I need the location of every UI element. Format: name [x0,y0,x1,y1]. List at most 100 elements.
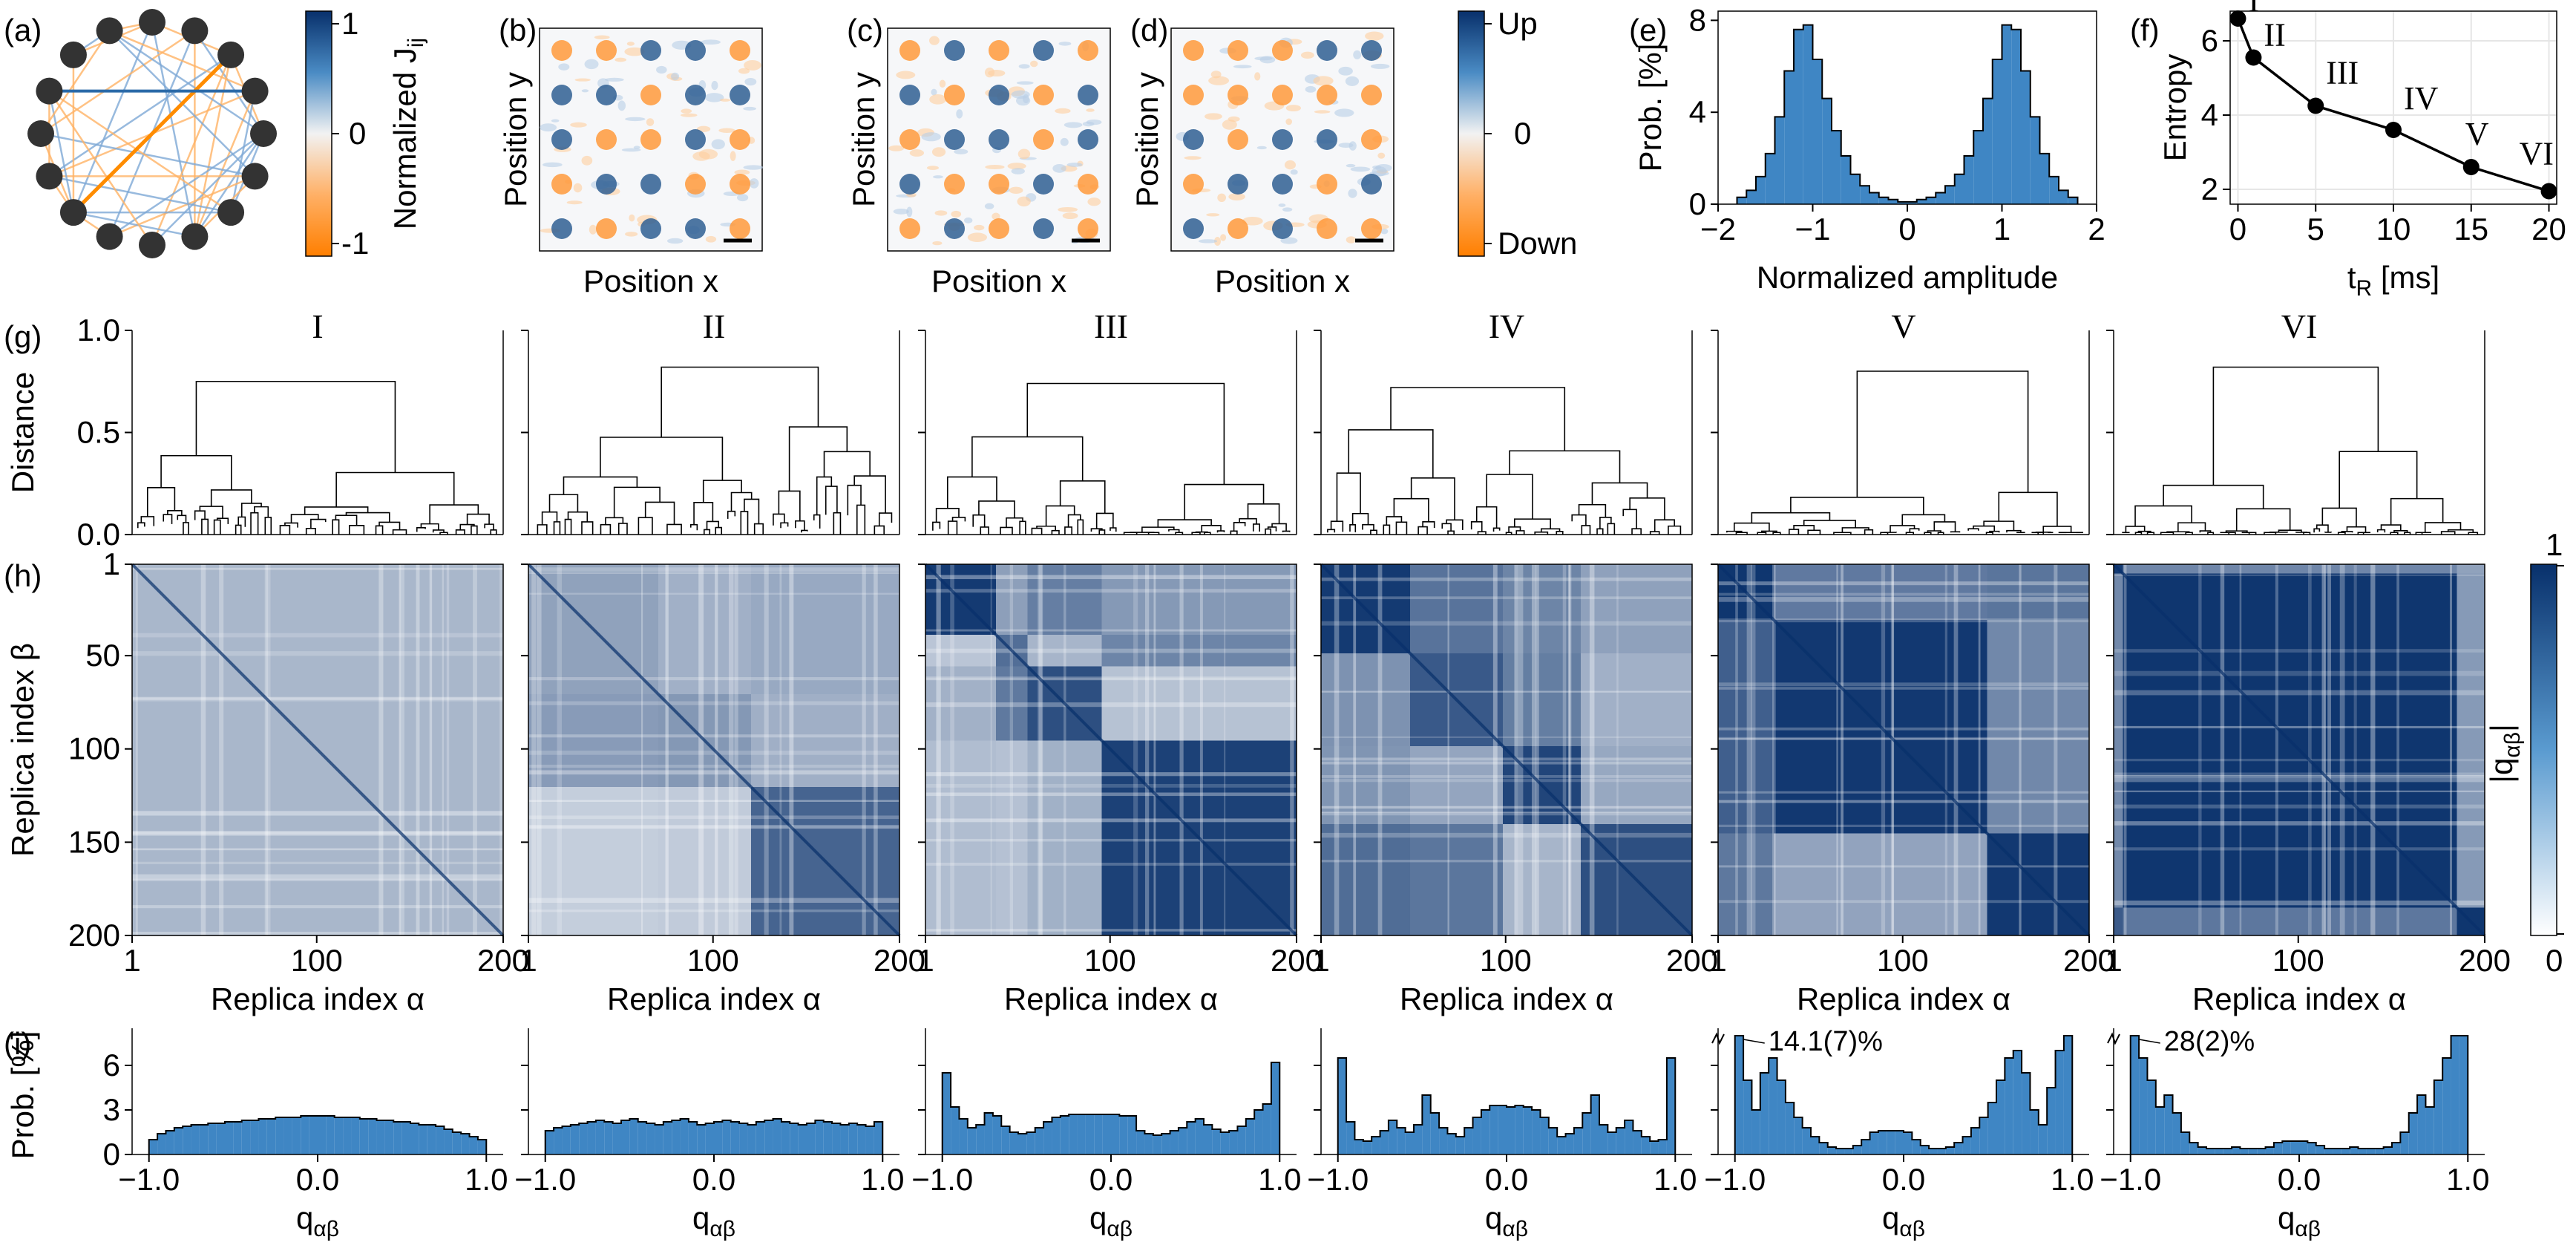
histogram-bar [857,1125,866,1154]
histogram-bar [1992,59,2002,204]
histogram-bar [1119,1116,1128,1154]
histogram-bar [1785,1103,1795,1154]
matrix-block [528,694,658,787]
snapshot-noise [625,117,646,122]
matrix-stripe [135,564,138,935]
snapshot-noise [1350,166,1371,172]
histogram-outline [941,1062,1281,1154]
panel-label: (i) [4,1026,31,1061]
histogram-bar [2030,1110,2039,1154]
dendrogram-link [613,486,661,518]
x-tick-label: 100 [1877,943,1929,978]
histogram-bar [1954,1143,1963,1154]
panel-label: (c) [847,13,883,48]
matrix-stripe [665,564,669,935]
dendrogram-link [1927,530,1941,533]
histogram-bar [790,1123,799,1154]
histogram-bar [2442,1058,2451,1154]
spin-up [551,129,572,150]
y-tick-label: 4 [2201,97,2218,132]
dendrogram-link [1095,512,1114,529]
dendrogram-link [490,529,497,535]
histogram-bar [672,1120,681,1154]
matrix-block [1321,746,1410,824]
coupling-edge [48,90,232,214]
snapshot-noise [1254,72,1261,81]
histogram-bar [798,1125,807,1154]
histogram-bar [579,1123,588,1154]
histogram-bar [1388,1120,1397,1154]
matrix-stripe [936,564,941,935]
dendrogram-link [484,523,494,530]
histogram-bar [1582,1113,1591,1154]
matrix-stripe [925,589,1297,593]
peak-annotation: 28(2)% [2164,1026,2255,1057]
dendrogram-link [416,527,426,532]
coupling-edge [194,30,265,134]
dendrogram-link [1751,512,1831,523]
dendrogram-link [1508,526,1521,533]
dendrogram-link [1252,523,1260,532]
spin-node [250,120,277,147]
dendrogram-link [1233,521,1246,532]
snapshot-noise [1305,85,1317,93]
axis-ylabel: Replica index β [5,643,40,857]
histogram-bar [959,1119,968,1154]
snapshot-noise [719,98,731,102]
dendrogram-link [1571,514,1587,526]
matrix-stripe [1978,564,1981,935]
matrix-block [1410,824,1503,935]
dendrogram-panel: 0.0 0.5 1.0 I [77,307,504,552]
histogram-bar [1658,1140,1667,1154]
histogram-bar [216,1123,225,1154]
histogram-bar [747,1125,756,1154]
histogram-bar [1811,1137,1820,1154]
entropy-point [2462,159,2480,175]
axis-xlabel: qαβ [2278,1201,2321,1241]
histogram-bar [2005,1058,2013,1154]
histogram-bar [2021,71,2031,204]
xlabel-main: q [1485,1201,1502,1235]
histogram-bar [384,1120,394,1154]
histogram-bar [2013,1051,2022,1154]
histogram-bar [419,1125,427,1154]
dendrogram-panel: III [918,307,1297,535]
xlabel-unit: [ms] [2372,260,2439,295]
matrix-stripe [528,770,899,775]
dendrogram-link [1362,523,1374,531]
dendrogram-link [644,501,675,525]
histogram-bar [1633,1131,1642,1154]
coupling-tick-0: 0 [349,116,366,151]
histogram-bar [1822,98,1832,204]
snapshot-noise [1353,50,1362,59]
dendrogram-link [856,504,866,535]
coupling-edge [151,133,264,246]
spin-down [685,174,706,195]
xlabel-main: q [296,1201,313,1235]
matrix-stripe [528,800,899,802]
matrix-stripe [1718,618,2089,623]
snapshot-noise [1018,64,1030,69]
snapshot-noise [681,108,692,114]
histogram-bar [2350,1147,2359,1154]
histogram-bar [1136,1131,1145,1154]
histogram-bar [1666,1058,1676,1154]
matrix-block [2123,907,2457,935]
matrix-stripe [499,564,505,935]
axis-xlabel: qαβ [1485,1201,1528,1241]
spin-node [36,77,63,105]
matrix-stripe [990,564,992,935]
histogram-bar [1043,1122,1052,1154]
matrix-stripe [1718,682,2089,687]
histogram-bar [258,1119,267,1154]
histogram-outline [2129,1035,2469,1154]
dendrogram-link [305,527,316,535]
matrix-stripe [789,564,794,935]
spin-up [596,85,617,105]
dendrogram-link [1492,527,1501,532]
matrix-diagonal [2112,563,2486,937]
matrix-stripe [2054,564,2058,935]
axis-ylabel: Entropy [2157,54,2192,162]
snapshot-noise [984,203,994,209]
